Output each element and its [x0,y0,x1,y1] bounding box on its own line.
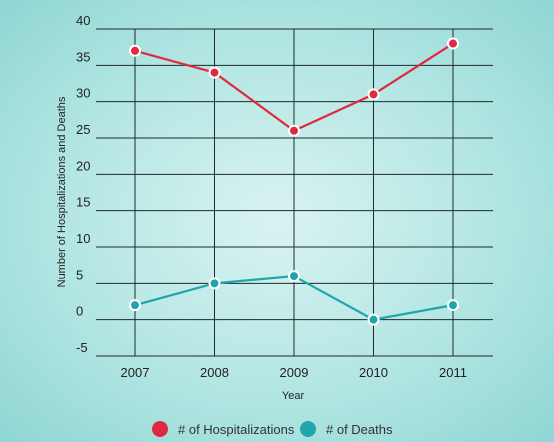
x-tick-label: 2009 [280,365,309,380]
x-tick-labels: 2007 2008 2009 2010 2011 [121,365,467,380]
x-axis-title: Year [282,390,305,402]
y-axis-title: Number of Hospitalizations and Deaths [56,96,68,287]
data-point [208,66,221,79]
y-tick-label: 30 [76,86,90,101]
legend-label: # of Deaths [326,422,393,437]
y-tick-label: 40 [76,13,90,28]
x-tick-label: 2008 [200,365,229,380]
y-tick-labels: -5 0 5 10 15 20 25 30 35 40 [76,13,90,355]
y-tick-label: -5 [76,340,88,355]
data-point [447,37,459,50]
y-tick-label: 35 [76,49,90,64]
data-point [367,313,380,326]
data-point [447,299,459,312]
x-tick-label: 2011 [439,365,467,380]
legend-marker [152,421,168,437]
data-point [367,88,380,101]
y-tick-label: 10 [76,231,90,246]
legend-label: # of Hospitalizations [178,422,295,437]
legend: # of Hospitalizations # of Deaths [152,421,393,437]
y-tick-label: 15 [76,195,90,210]
y-tick-label: 5 [76,267,83,282]
x-tick-label: 2007 [121,365,150,380]
data-point [288,124,300,137]
y-tick-label: 25 [76,122,90,137]
data-point [288,270,300,283]
data-point [129,44,141,57]
y-tick-label: 0 [76,304,83,319]
y-tick-label: 20 [76,158,90,173]
grid-lines [96,28,493,357]
data-point [208,277,221,290]
x-tick-label: 2010 [359,365,388,380]
legend-marker [300,421,316,437]
series-group [129,37,459,326]
data-point [129,299,141,312]
